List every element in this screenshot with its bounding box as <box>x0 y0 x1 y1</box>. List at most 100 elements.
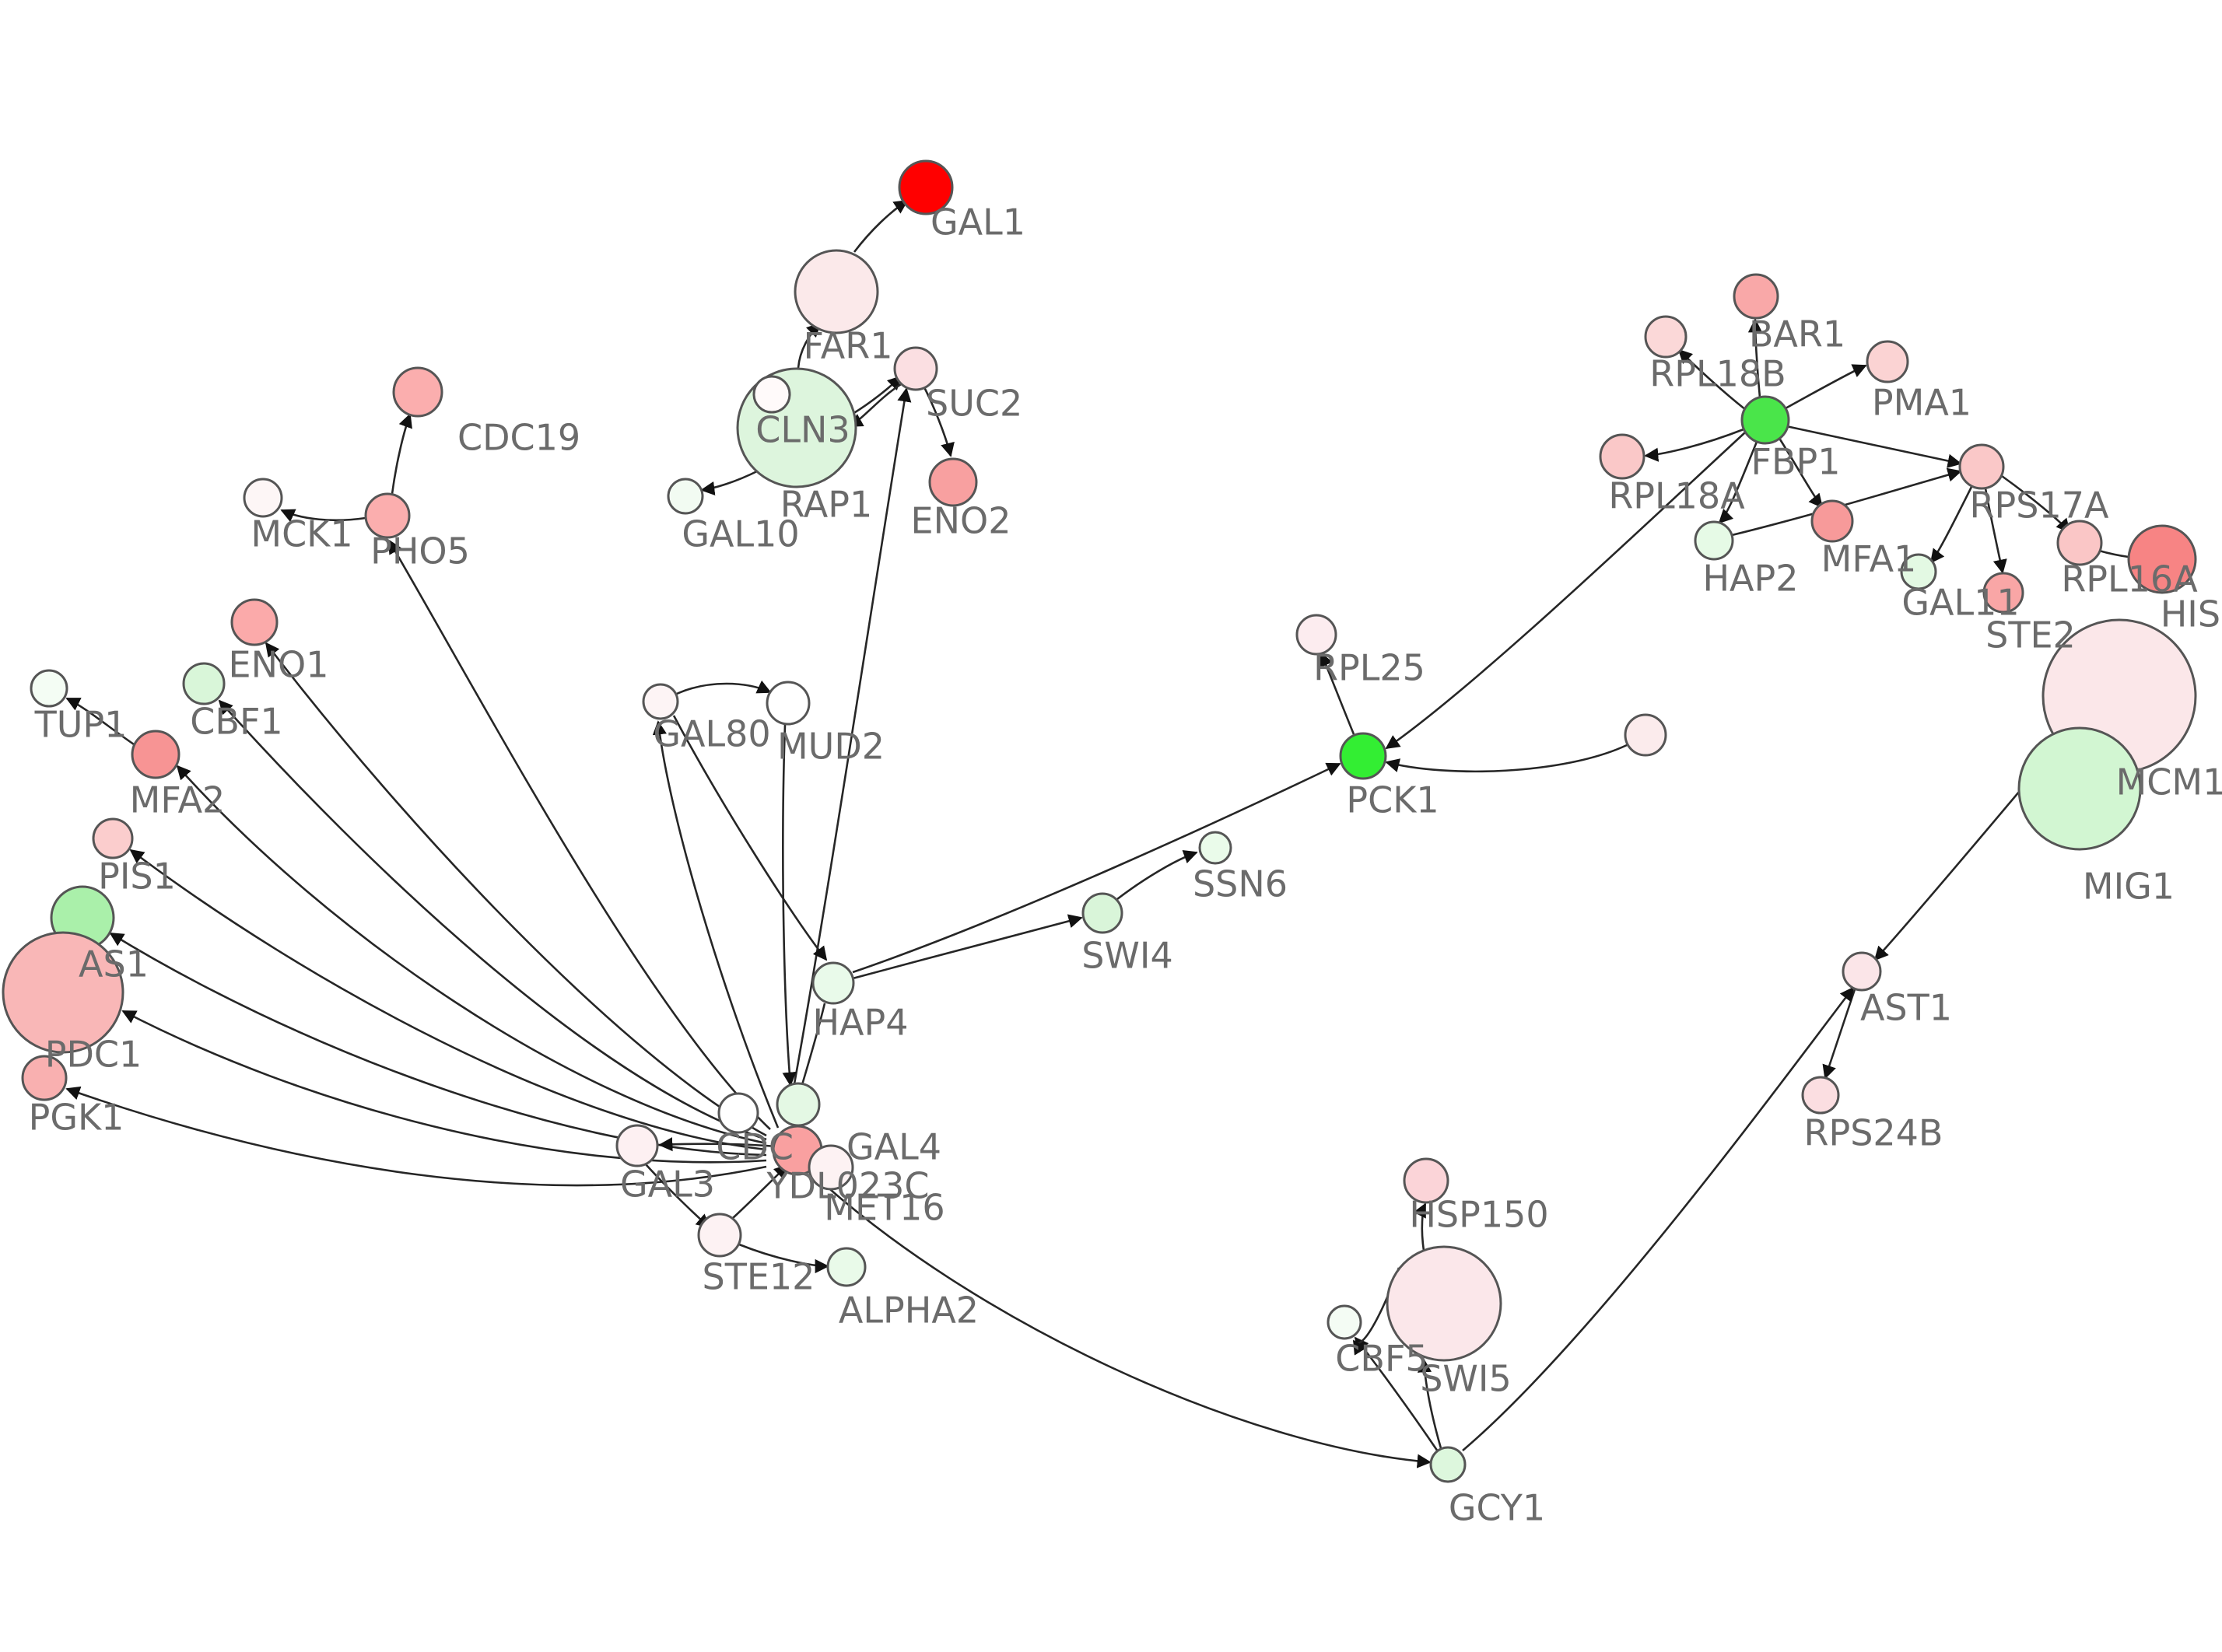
node-mig1[interactable] <box>2017 726 2142 851</box>
node-pma1[interactable] <box>1866 340 1909 383</box>
node-label-cdc: CDC <box>716 1126 794 1168</box>
node-swi5[interactable] <box>1386 1245 1502 1362</box>
node-hsp150[interactable] <box>1403 1157 1449 1204</box>
node-gal4_w[interactable] <box>717 1092 759 1134</box>
edge-CLN3-to-GAL10 <box>700 469 759 495</box>
node-label-cdc19: CDC19 <box>457 417 580 459</box>
node-pck1[interactable] <box>1339 732 1387 780</box>
node-pis1[interactable] <box>92 817 134 859</box>
node-label-mig1: MIG1 <box>2083 866 2175 908</box>
node-pdc1[interactable] <box>2 931 124 1054</box>
node-pgk1[interactable] <box>21 1055 68 1101</box>
node-mck1[interactable] <box>243 478 283 518</box>
node-label-mud2: MUD2 <box>777 726 885 768</box>
node-label-gal11: GAL11 <box>1901 582 2019 624</box>
node-ydl023c[interactable] <box>808 1144 854 1191</box>
node-cln3_in[interactable] <box>752 375 791 414</box>
node-label-swi4: SWI4 <box>1081 935 1173 977</box>
node-bar1[interactable] <box>1733 273 1779 320</box>
node-label-bar1: BAR1 <box>1749 313 1845 355</box>
node-label-as1: AS1 <box>79 943 149 985</box>
node-mfa1[interactable] <box>1810 499 1854 543</box>
node-label-mck1: MCK1 <box>251 513 352 555</box>
node-eno2[interactable] <box>928 457 978 507</box>
node-gal4_g[interactable] <box>776 1082 821 1127</box>
node-gcy1[interactable] <box>1429 1446 1467 1483</box>
node-rpl18b[interactable] <box>1644 315 1688 359</box>
node-his4[interactable] <box>2127 524 2197 594</box>
node-label-hap2: HAP2 <box>1702 558 1798 600</box>
node-pho5[interactable] <box>364 492 411 539</box>
node-label-mcm1: MCM1 <box>2116 761 2222 803</box>
node-fbp1[interactable] <box>1740 395 1790 445</box>
node-swi4[interactable] <box>1081 892 1123 934</box>
node-label-mfa2: MFA2 <box>130 779 226 821</box>
edge-SWI5-to-HSP150 <box>1413 1202 1427 1251</box>
edge-GAL4h-to-GAL3 <box>658 1137 777 1152</box>
node-alpha2[interactable] <box>826 1247 867 1287</box>
node-label-pgk1: PGK1 <box>29 1097 124 1139</box>
node-eno1[interactable] <box>230 598 279 646</box>
node-hub_up[interactable] <box>1624 713 1667 757</box>
node-label-pis1: PIS1 <box>98 856 176 898</box>
node-ssn6[interactable] <box>1198 831 1232 865</box>
node-ste2[interactable] <box>1982 572 2024 614</box>
edge-FBP1-to-BAR1 <box>1747 318 1763 398</box>
edge-AST1-to-RPS24B <box>1822 989 1856 1080</box>
node-rpl18a[interactable] <box>1599 433 1645 480</box>
node-label-alpha2: ALPHA2 <box>839 1290 979 1332</box>
edge-GCY1-to-AST1 <box>1462 986 1855 1451</box>
node-label-ste2: STE2 <box>1985 614 2076 656</box>
node-gal10[interactable] <box>667 478 704 515</box>
node-mud2[interactable] <box>766 681 811 726</box>
node-label-his4: HIS4 <box>2161 593 2222 635</box>
node-label-fbp1: FBP1 <box>1751 441 1840 483</box>
edge-GAL4h-to-PIS1 <box>129 849 767 1151</box>
node-rps17a[interactable] <box>1958 443 2005 490</box>
node-gal1[interactable] <box>898 159 954 215</box>
node-label-suc2: SUC2 <box>926 383 1022 425</box>
edge-RPS17A-to-STE2 <box>1984 488 2007 574</box>
node-label-cbf1: CBF1 <box>190 701 282 743</box>
node-ste12[interactable] <box>697 1213 742 1258</box>
node-label-gal3: GAL3 <box>620 1164 715 1206</box>
edge-SUC2-to-CLN3 <box>848 383 902 428</box>
node-gal11[interactable] <box>1900 553 1937 590</box>
edge-GAL4h-to-CBF1 <box>218 699 767 1141</box>
node-rpl25[interactable] <box>1295 614 1337 656</box>
node-hap2[interactable] <box>1694 520 1734 561</box>
node-gal80[interactable] <box>642 683 679 720</box>
node-label-rps24b: RPS24B <box>1804 1112 1943 1154</box>
node-cbf5[interactable] <box>1327 1304 1362 1340</box>
node-ast1[interactable] <box>1842 951 1882 992</box>
edge-SWI4-to-SSN6 <box>1116 849 1198 901</box>
edge-GAL4h-to-AS1 <box>109 932 767 1157</box>
edge-MUD2-to-GAL4h <box>782 724 797 1087</box>
node-label-pho5: PHO5 <box>370 530 470 572</box>
node-label-tup1: TUP1 <box>34 704 128 746</box>
edge-GAL80-to-MUD2 <box>676 680 772 695</box>
edge-PCK1-to-RPL25 <box>1320 652 1355 735</box>
node-hap4[interactable] <box>811 961 855 1005</box>
node-rps24b[interactable] <box>1801 1076 1840 1115</box>
node-label-pma1: PMA1 <box>1872 382 1971 424</box>
node-mfa2[interactable] <box>131 730 180 779</box>
edge-GAL4h-to-PGK1 <box>65 1086 767 1187</box>
node-label-hsp150: HSP150 <box>1409 1194 1548 1236</box>
node-label-ydl023c: YDL023C <box>766 1165 929 1207</box>
node-far1[interactable] <box>794 249 879 334</box>
node-rpl16a[interactable] <box>2056 520 2103 566</box>
node-cbf1[interactable] <box>182 662 226 705</box>
edge-HUB_UP-to-PCK1 <box>1385 744 1628 773</box>
node-suc2[interactable] <box>893 346 938 391</box>
node-label-rap1: RAP1 <box>780 484 873 526</box>
edge-FBP1-to-MFA1 <box>1779 439 1824 509</box>
edge-GAL4h-to-GCY1 <box>808 1170 1432 1468</box>
node-gal3[interactable] <box>615 1124 659 1167</box>
node-tup1[interactable] <box>30 669 68 708</box>
node-cdc19[interactable] <box>392 366 443 418</box>
edge-HAP4-to-SWI4 <box>852 914 1083 980</box>
edge-CLN3-to-SUC2 <box>852 375 902 415</box>
